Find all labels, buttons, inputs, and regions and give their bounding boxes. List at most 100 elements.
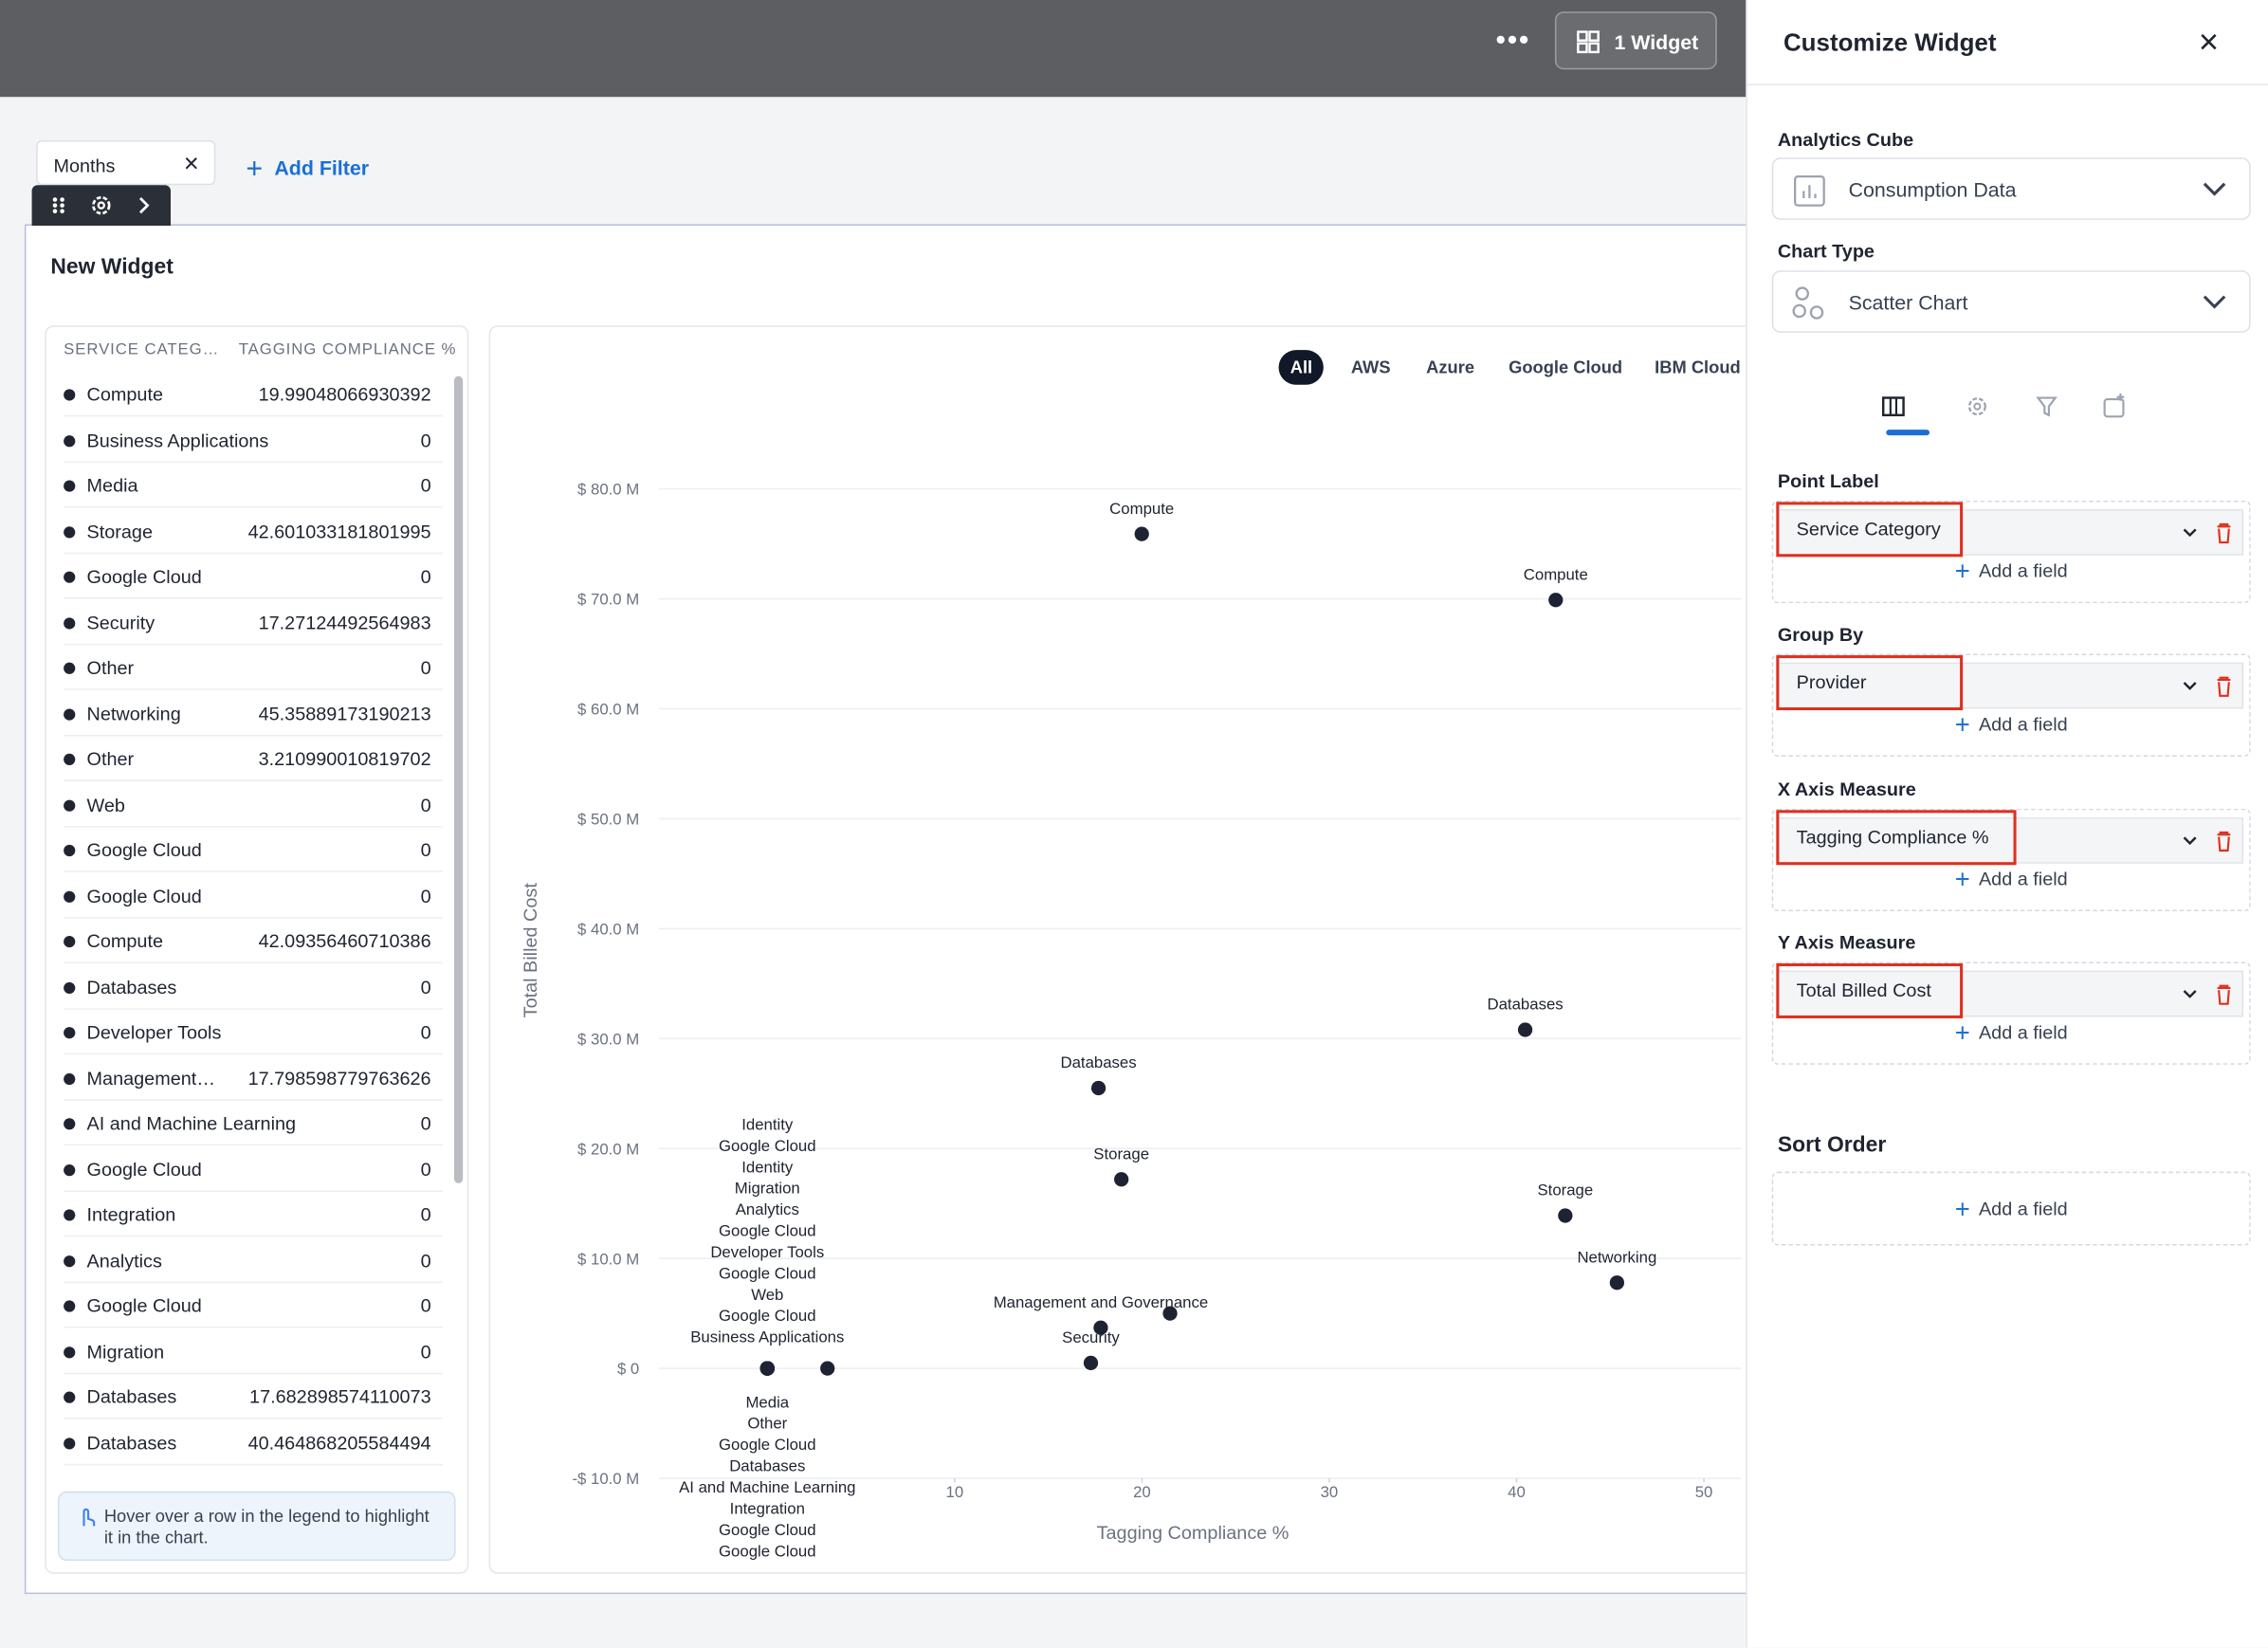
field-drop: Tagging Compliance % + Add a field <box>1771 808 2251 912</box>
more-button[interactable]: ••• <box>1495 24 1531 57</box>
point-label: Developer Tools <box>710 1243 824 1261</box>
point-label: Management and Governance <box>994 1293 1208 1311</box>
legend-dot <box>64 389 76 401</box>
filter-chip[interactable]: Months × <box>36 139 216 186</box>
provider-tab[interactable]: AWS <box>1350 357 1391 378</box>
legend-value: 0 <box>420 1158 431 1181</box>
row-actions[interactable] <box>2181 983 2239 1006</box>
legend-name: Google Cloud <box>86 884 202 906</box>
legend-name: Business Applications <box>86 429 269 451</box>
y-tick-label: $ 30.0 M <box>577 1030 639 1048</box>
legend-row[interactable]: Web 0 <box>64 782 443 827</box>
legend-value: 17.798598779763626 <box>247 1067 431 1089</box>
legend-row[interactable]: Integration 0 <box>64 1192 443 1237</box>
legend-row[interactable]: Google Cloud 0 <box>64 1283 443 1328</box>
point-label: Google Cloud <box>719 1137 816 1155</box>
provider-tab[interactable]: Azure <box>1426 357 1475 378</box>
close-button[interactable]: × <box>2198 23 2220 63</box>
field-row: Service Category <box>1776 502 2244 558</box>
row-actions[interactable] <box>2181 675 2239 698</box>
legend-row[interactable]: Developer Tools 0 <box>64 1010 443 1055</box>
legend-dot <box>64 1027 76 1039</box>
row-actions[interactable] <box>2181 522 2239 545</box>
field-chip[interactable]: Service Category <box>1776 502 1964 558</box>
legend-dot <box>64 571 76 583</box>
panel-tabs[interactable] <box>1877 388 2138 443</box>
legend-row[interactable]: Google Cloud 0 <box>64 828 443 872</box>
point-label: Integration <box>730 1499 805 1517</box>
cube-select[interactable]: Consumption Data <box>1771 157 2251 220</box>
legend-name: Google Cloud <box>86 1294 202 1317</box>
legend-row[interactable]: Google Cloud 0 <box>64 1146 443 1192</box>
x-tick-label: 20 <box>1133 1483 1151 1501</box>
hint-text: Hover over a row in the legend to highli… <box>103 1506 430 1548</box>
y-tick-label: $ 0 <box>617 1360 639 1378</box>
legend-row[interactable]: Storage 42.601033181801995 <box>64 508 443 554</box>
legend-dot <box>64 1209 76 1221</box>
legend-row[interactable]: Databases 0 <box>64 964 443 1010</box>
legend-value: 0 <box>420 656 431 679</box>
section-label: Point Label <box>1777 469 1879 492</box>
point <box>1114 1172 1129 1187</box>
legend-dot <box>64 1072 76 1085</box>
legend-name: Management… <box>86 1067 216 1089</box>
legend-row[interactable]: Databases 40.464868205584494 <box>64 1419 443 1465</box>
legend-name: Other <box>86 747 135 770</box>
y-tick-label: $ 40.0 M <box>577 920 639 938</box>
field-chip[interactable]: Provider <box>1776 655 1964 711</box>
add-field[interactable]: + Add a field <box>1954 1017 2068 1048</box>
chip-close[interactable]: × <box>183 149 199 178</box>
field-chip[interactable]: Total Billed Cost <box>1776 962 1964 1018</box>
legend-row[interactable]: Migration 0 <box>64 1328 443 1374</box>
section-label: X Axis Measure <box>1777 778 1916 800</box>
legend-name: Databases <box>86 975 177 998</box>
add-field[interactable]: + Add a field <box>1954 1195 2068 1224</box>
legend-row[interactable]: Security 17.27124492564983 <box>64 599 443 645</box>
provider-tab[interactable]: Google Cloud <box>1509 357 1623 378</box>
y-tick-label: $ 80.0 M <box>577 481 639 499</box>
provider-tab[interactable]: IBM Cloud <box>1655 357 1741 378</box>
legend-dot <box>64 1163 76 1176</box>
legend-value: 0 <box>420 1203 431 1226</box>
add-field[interactable]: + Add a field <box>1954 865 2068 894</box>
scrollbar[interactable] <box>454 375 464 1183</box>
widgets-button[interactable]: 1 Widget <box>1554 11 1717 70</box>
legend-dot <box>64 616 76 629</box>
legend-name: Analytics <box>86 1249 162 1272</box>
type-select[interactable]: Scatter Chart <box>1771 270 2251 333</box>
legend-name: AI and Machine Learning <box>86 1112 297 1134</box>
point-label: Google Cloud <box>719 1436 816 1454</box>
add-filter[interactable]: + Add Filter <box>246 153 370 186</box>
add-field-label: Add a field <box>1978 1198 2068 1220</box>
legend-panel <box>45 325 469 1574</box>
row-actions[interactable] <box>2181 831 2239 853</box>
field-row: Total Billed Cost <box>1776 962 2244 1018</box>
legend-row[interactable]: Business Applications 0 <box>64 417 443 463</box>
point <box>1517 1022 1533 1037</box>
chart-panel <box>488 325 1763 1574</box>
legend-row[interactable]: AI and Machine Learning 0 <box>64 1101 443 1146</box>
legend-row[interactable]: Analytics 0 <box>64 1237 443 1283</box>
legend-row[interactable]: Other 0 <box>64 645 443 690</box>
point <box>1162 1306 1178 1321</box>
legend-row[interactable]: Compute 19.99048066930392 <box>64 372 443 417</box>
legend-row[interactable]: Other 3.210990010819702 <box>64 736 443 781</box>
point-label: Business Applications <box>690 1328 844 1346</box>
add-field[interactable]: + Add a field <box>1954 710 2068 740</box>
legend-row[interactable]: Compute 42.09356460710386 <box>64 919 443 963</box>
legend-row[interactable]: Google Cloud 0 <box>64 554 443 599</box>
field-chip[interactable]: Tagging Compliance % <box>1776 810 2017 866</box>
legend-row[interactable]: Networking 45.35889173190213 <box>64 690 443 736</box>
provider-tab[interactable]: All <box>1278 350 1325 385</box>
x-axis-title: Tagging Compliance % <box>1097 1523 1289 1544</box>
sort-drop[interactable]: + Add a field <box>1771 1171 2251 1246</box>
point-label: Identity <box>741 1115 794 1133</box>
legend-row[interactable]: Media 0 <box>64 463 443 508</box>
legend-dot <box>64 753 76 765</box>
legend-row[interactable]: Management… 17.798598779763626 <box>64 1055 443 1101</box>
legend-row[interactable]: Databases 17.682898574110073 <box>64 1374 443 1419</box>
row-icons <box>2181 522 2239 553</box>
add-field[interactable]: + Add a field <box>1954 557 2068 586</box>
legend-row[interactable]: Google Cloud 0 <box>64 873 443 918</box>
